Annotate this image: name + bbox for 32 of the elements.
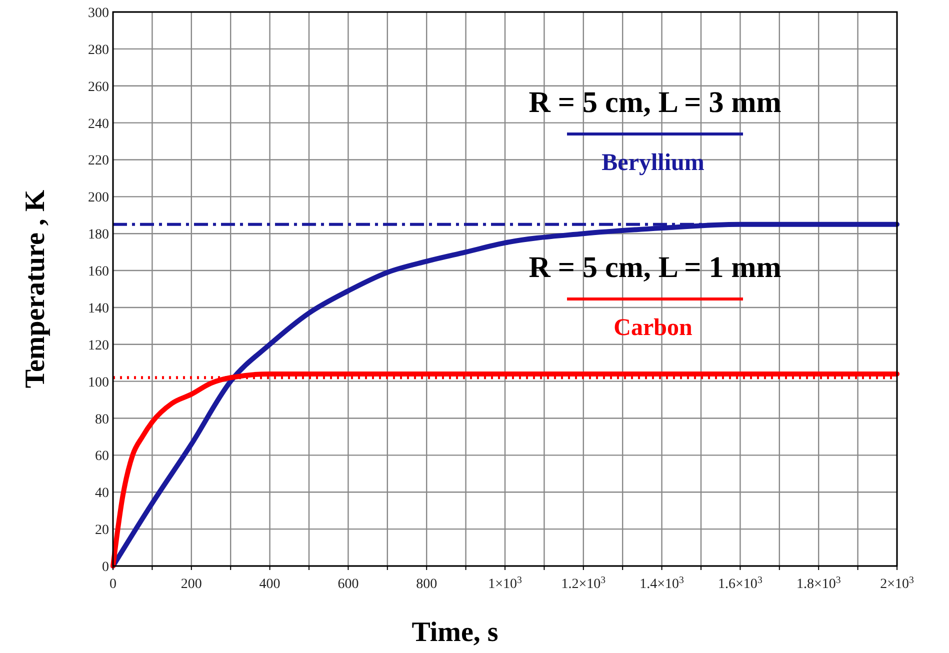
y-tick-label: 160 [88, 264, 109, 280]
y-tick-label: 240 [88, 116, 109, 132]
y-tick-label: 140 [88, 301, 109, 316]
y-tick-label: 260 [88, 80, 109, 95]
x-tick-label: 1.2×10$^{3}$ [561, 574, 606, 592]
x-tick-label: 800 [416, 577, 438, 592]
y-tick-label: 40 [95, 486, 109, 502]
x-tick-label: 200 [180, 577, 202, 592]
y-tick-label: 200 [88, 190, 109, 206]
y-tick-label: 80 [95, 412, 109, 428]
y-tick-label: 300 [88, 6, 109, 21]
y-tick-label: 60 [95, 449, 109, 464]
x-tick-label: 1.4×10$^{3}$ [640, 574, 684, 592]
y-tick-label: 180 [88, 228, 109, 243]
text: Beryllium [602, 150, 704, 176]
series-label: Carbon [614, 315, 692, 341]
y-axis-title: Temperature , K [20, 190, 51, 388]
x-tick-label: 400 [259, 577, 280, 592]
x-axis-title: Time, s [412, 617, 498, 648]
x-tick-label: 600 [338, 577, 359, 592]
x-tick-label: 1×10$^{3}$ [488, 574, 522, 592]
x-tick-label: 1.6×10$^{3}$ [718, 574, 762, 592]
y-tick-label: 0 [102, 560, 109, 575]
x-tick-label: 2×10$^{3}$ [880, 574, 914, 592]
y-tick-label: 20 [95, 523, 109, 538]
annotation: R = 5 cm, L = 3 mm [528, 86, 782, 119]
annotation: R = 5 cm, L = 1 mm [528, 251, 782, 284]
y-tick-label: 100 [88, 375, 109, 390]
y-tick-label: 220 [88, 154, 109, 169]
x-tick-label: 1.8×10$^{3}$ [796, 574, 841, 592]
y-tick-label: 280 [88, 42, 109, 58]
y-tick-label: 120 [88, 338, 109, 354]
